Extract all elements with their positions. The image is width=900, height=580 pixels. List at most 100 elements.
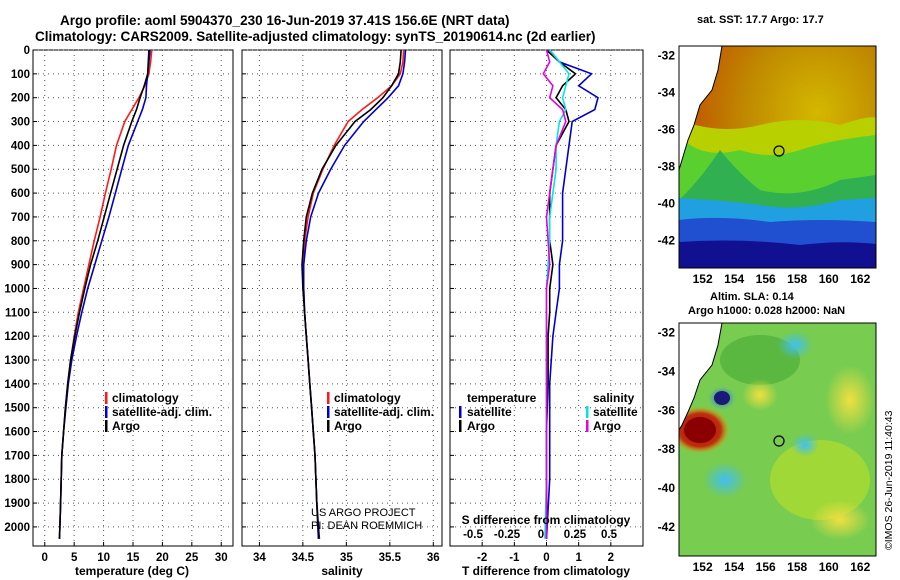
depth-tick-1700: 1700 [4,450,30,462]
panel-grids [33,49,643,546]
sst-lon-label-158: 158 [787,272,807,286]
legend-s-argo: Argo [593,419,621,433]
figure-title-line2: Climatology: CARS2009. Satellite-adjuste… [35,29,596,44]
legend-swatch-t-satellite [459,406,462,418]
depth-tick-800: 800 [11,236,30,248]
xtick-label-diff-2: 2 [608,552,614,564]
xtick-label-temp-10: 10 [97,552,110,564]
sla-lon-label-160: 160 [819,560,839,574]
legend-swatch-s-satellite [586,406,589,418]
legend-swatch-climatology-s [327,392,330,404]
xtick-label-sal-36: 36 [427,552,440,564]
sla-lon-label-162: 162 [850,560,870,574]
xtick-label-diff--1: -1 [509,552,520,564]
depth-tick-1500: 1500 [4,403,30,415]
legend-swatch-s-argo [586,420,589,432]
series-sal-argo [301,49,402,539]
salinity-panel-frame [241,49,443,547]
depth-tick-1600: 1600 [4,427,30,439]
sst-lat-label--34: -34 [658,85,676,99]
depth-tick-400: 400 [11,140,30,152]
project-credit: US ARGO PROJECT [311,507,416,519]
xtick-label-temp-5: 5 [71,552,78,564]
sst-lon-label-154: 154 [724,272,744,286]
xtick2-label-0.25: 0.25 [564,529,587,541]
pi-credit: PI: DEAN ROEMMICH [311,520,422,532]
sla-map-title: Altim. SLA: 0.14 [710,291,794,303]
t-difference-xlabel: T difference from climatology [462,564,630,578]
legend-satellite: satellite-adj. clim. [112,405,212,419]
sla-lat-label--32: -32 [658,326,676,340]
legend-t-argo: Argo [467,419,495,433]
legend-swatch-t-argo [459,420,462,432]
difference-legend: temperature satellite Argo salinity sate… [459,391,638,433]
argo-position-marker-sla [773,435,785,447]
legend-swatch-climatology [105,392,108,404]
series-diff-salinity-argo [542,49,567,539]
sla-map-frame [678,322,877,557]
salinity-xlabel: salinity [321,564,363,578]
sla-map-subtitle: Argo h1000: 0.028 h2000: NaN [688,305,846,317]
xtick-label-sal-35: 35 [340,552,353,564]
depth-tick-300: 300 [11,117,30,129]
xtick2-label--0.25: -0.25 [494,529,521,541]
xtick-label-sal-34: 34 [253,552,266,564]
argo-position-marker-sst [773,145,785,157]
series-temp-climatology [58,49,153,539]
legend-argo-s: Argo [334,419,362,433]
depth-tick-900: 900 [11,260,30,272]
sst-lat-label--32: -32 [658,48,676,62]
xtick-label-temp-0: 0 [42,552,48,564]
sst-lat-label--40: -40 [658,196,676,210]
sst-lon-label-152: 152 [693,272,713,286]
temperature-panel-frame [32,49,234,547]
sst-lat-label--36: -36 [658,122,676,136]
sst-lat-label--38: -38 [658,159,676,173]
legend-swatch-satellite-s [327,406,330,418]
depth-tick-0: 0 [24,45,30,57]
xtick-label-sal-35.5: 35.5 [379,552,402,564]
depth-tick-1800: 1800 [4,474,30,486]
depth-tick-600: 600 [11,188,30,200]
profile-series [58,49,599,539]
series-diff-temperature-satellite [545,49,599,539]
depth-tick-100: 100 [11,69,30,81]
sla-lat-label--34: -34 [658,365,676,379]
sst-lon-label-160: 160 [819,272,839,286]
depth-tick-700: 700 [11,212,30,224]
legend-satellite-s: satellite-adj. clim. [334,405,434,419]
sla-lon-label-152: 152 [693,560,713,574]
legend-t-satellite: satellite [467,405,512,419]
xtick-label-sal-34.5: 34.5 [292,552,315,564]
sst-map-title: sat. SST: 17.7 Argo: 17.7 [697,14,824,26]
legend-temperature-heading: temperature [467,391,537,405]
xtick-label-temp-30: 30 [215,552,228,564]
sst-lat-label--42: -42 [658,233,676,247]
series-temp-satellite-adj-clim- [58,49,151,539]
sla-lon-label-158: 158 [787,560,807,574]
depth-tick-500: 500 [11,164,30,176]
depth-tick-1000: 1000 [4,283,30,295]
depth-tick-1200: 1200 [4,331,30,343]
legend-swatch-argo [105,420,108,432]
sst-lon-label-162: 162 [850,272,870,286]
xtick2-label-0.5: 0.5 [601,529,618,541]
xtick-label-temp-25: 25 [185,552,198,564]
sst-lon-label-156: 156 [756,272,776,286]
sla-map [679,323,876,556]
depth-tick-200: 200 [11,93,30,105]
series-diff-temperature-argo [545,49,577,539]
depth-tick-1900: 1900 [4,498,30,510]
xtick-label-temp-20: 20 [156,552,169,564]
sla-lat-label--42: -42 [658,520,676,534]
legend-s-satellite: satellite [593,405,638,419]
xtick-label-temp-15: 15 [127,552,140,564]
depth-tick-2000: 2000 [4,522,30,534]
legend-swatch-satellite [105,406,108,418]
sla-lat-label--36: -36 [658,403,676,417]
sla-lon-label-156: 156 [756,560,776,574]
xtick-label-diff-1: 1 [575,552,582,564]
xtick2-label--0.5: -0.5 [463,529,483,541]
sst-map-frame [678,45,877,269]
